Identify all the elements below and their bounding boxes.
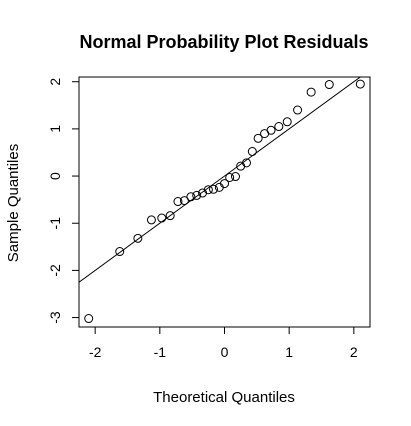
data-point	[293, 105, 303, 115]
y-tick-label: 2	[47, 78, 63, 86]
y-axis-title: Sample Quantiles	[5, 144, 22, 262]
data-point	[230, 172, 240, 182]
data-point	[203, 185, 213, 195]
y-tick-label: -2	[47, 264, 63, 277]
data-point	[192, 190, 202, 200]
y-tick-label: -1	[47, 217, 63, 230]
data-point	[355, 79, 365, 89]
chart-title: Normal Probability Plot Residuals	[79, 32, 368, 52]
data-point	[282, 117, 292, 127]
data-point	[146, 215, 156, 225]
x-tick-label: -1	[154, 344, 167, 360]
data-point	[115, 247, 125, 257]
data-point	[266, 125, 276, 135]
data-point	[133, 233, 143, 243]
y-axis: -3 -2 -1 0 1 2	[47, 78, 79, 324]
y-tick-label: 1	[47, 125, 63, 133]
data-point	[84, 314, 94, 324]
x-axis-title: Theoretical Quantiles	[153, 389, 295, 406]
data-point	[225, 172, 235, 182]
y-tick-label: -3	[47, 311, 63, 324]
data-point	[324, 80, 334, 90]
data-point	[165, 211, 175, 221]
data-point	[241, 158, 251, 168]
x-tick-label: 1	[285, 344, 293, 360]
x-tick-label: -2	[89, 344, 102, 360]
data-points	[84, 79, 365, 324]
data-point	[186, 192, 196, 202]
x-axis: -2 -1 0 1 2	[89, 327, 358, 360]
data-point	[209, 184, 219, 194]
data-point	[220, 179, 229, 189]
data-point	[179, 196, 189, 206]
data-point	[253, 133, 263, 143]
x-tick-label: 2	[350, 344, 358, 360]
data-point	[306, 87, 316, 97]
data-point	[157, 213, 167, 223]
reference-line	[79, 77, 362, 283]
data-point	[274, 122, 284, 132]
data-point	[173, 197, 183, 207]
y-tick-label: 0	[47, 172, 63, 180]
x-tick-label: 0	[221, 344, 229, 360]
data-point	[247, 147, 257, 157]
plot-frame	[78, 76, 371, 328]
